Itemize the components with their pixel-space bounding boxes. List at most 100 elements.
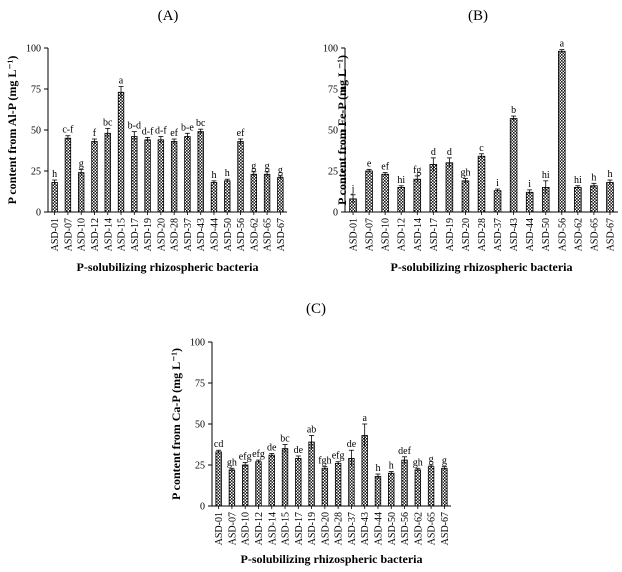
significance-letter: efg	[332, 451, 345, 462]
significance-letter: hi	[542, 170, 550, 181]
x-tick-label: ASD-01	[349, 218, 360, 251]
significance-letter: h	[591, 172, 596, 183]
x-tick-label: ASD-44	[525, 218, 536, 251]
x-tick-label: ASD-14	[413, 218, 424, 251]
chart-panel-c: (C) P content from Ca-P (mg L⁻¹) 0 25 50 75 10…	[169, 301, 451, 566]
x-tick-label: ASD-65	[263, 218, 274, 251]
y-axis-label: P content from Al-P (mg L⁻¹)	[5, 56, 19, 205]
significance-letter: f	[93, 128, 97, 139]
x-tick-label: ASD-20	[156, 218, 167, 251]
y-tick-label: 50	[195, 420, 205, 431]
x-tick-label: ASD-07	[227, 512, 238, 545]
bar	[374, 476, 382, 507]
significance-letter: h	[211, 170, 216, 181]
y-tick-label: 0	[36, 208, 41, 219]
y-tick-label: 0	[333, 208, 338, 219]
significance-letter: gh	[413, 457, 423, 468]
bar	[558, 50, 566, 213]
x-tick-label: ASD-14	[103, 218, 114, 251]
x-tick-label: ASD-19	[445, 218, 456, 251]
bar	[574, 186, 582, 213]
bar	[365, 170, 373, 213]
bar	[308, 441, 315, 507]
x-tick-label: ASD-15	[117, 218, 128, 251]
bar	[277, 177, 284, 213]
bar	[445, 162, 454, 213]
y-tick-label: 75	[31, 85, 41, 96]
panel-label: (A)	[158, 8, 179, 24]
significance-letter: g	[265, 161, 270, 172]
significance-letter: efg	[252, 449, 265, 460]
significance-letter: de	[294, 445, 304, 456]
significance-letter: i	[528, 179, 531, 190]
bar	[268, 454, 275, 507]
significance-letter: c	[479, 143, 484, 154]
panel-label: (C)	[306, 301, 326, 317]
significance-letter: efg	[239, 452, 252, 463]
bar	[237, 141, 244, 213]
bar	[461, 180, 470, 213]
y-tick-label: 100	[323, 44, 338, 55]
bar	[509, 118, 518, 213]
x-tick-label: ASD-01	[214, 512, 225, 545]
x-axis-label: P-solubilizing rhizospheric bacteria	[241, 552, 423, 566]
bar	[64, 137, 72, 213]
significance-letter: h	[52, 169, 57, 180]
significance-letter: def	[398, 446, 411, 457]
x-tick-label: ASD-37	[183, 218, 194, 251]
bar	[441, 467, 448, 507]
y-tick-label: 100	[26, 44, 41, 55]
significance-letter: hi	[574, 175, 582, 186]
significance-letter: d-f	[142, 126, 154, 137]
bar	[590, 185, 598, 213]
significance-letter: h	[607, 169, 612, 180]
bar	[250, 173, 257, 213]
bar	[131, 136, 138, 213]
bar	[210, 182, 218, 213]
bar	[170, 141, 178, 213]
x-tick-label: ASD-17	[429, 218, 440, 251]
significance-letter: de	[267, 443, 277, 454]
x-tick-label: ASD-07	[63, 218, 74, 251]
x-axis-label: P-solubilizing rhizospheric bacteria	[391, 260, 573, 274]
x-tick-label: ASD-50	[541, 218, 552, 251]
bar	[334, 462, 342, 507]
significance-letter: h	[389, 461, 394, 472]
bar	[215, 451, 222, 507]
significance-letter: bc	[103, 117, 113, 128]
significance-letter: bc	[280, 434, 290, 445]
x-tick-label: ASD-37	[493, 218, 504, 251]
bar	[525, 191, 534, 213]
significance-letter: h	[225, 168, 230, 179]
x-tick-label: ASD-37	[347, 512, 358, 545]
bar	[78, 172, 85, 213]
significance-letter: hi	[397, 175, 405, 186]
x-tick-label: ASD-20	[461, 218, 472, 251]
x-tick-label: ASD-62	[413, 512, 424, 545]
x-tick-label: ASD-01	[50, 218, 61, 251]
bar	[242, 464, 249, 507]
x-tick-label: ASD-12	[254, 512, 265, 545]
significance-letter: d	[447, 147, 452, 158]
bar	[413, 178, 422, 213]
y-tick-label: 100	[190, 338, 205, 349]
x-tick-label: ASD-20	[320, 512, 331, 545]
x-tick-label: ASD-56	[400, 512, 411, 545]
significance-letter: cd	[214, 439, 223, 450]
x-tick-label: ASD-56	[236, 218, 247, 251]
x-tick-label: ASD-28	[170, 218, 181, 251]
significance-letter: a	[560, 39, 565, 50]
x-tick-label: ASD-28	[334, 512, 345, 545]
significance-letter: de	[347, 439, 357, 450]
x-tick-label: ASD-65	[589, 218, 600, 251]
x-tick-label: ASD-17	[294, 512, 305, 545]
significance-letter: g	[429, 454, 434, 465]
x-tick-label: ASD-17	[130, 218, 141, 251]
bar	[381, 173, 389, 213]
bar	[144, 139, 151, 213]
significance-letter: a	[119, 76, 124, 87]
significance-letter: bc	[196, 118, 206, 129]
panel-label: (B)	[468, 8, 488, 24]
significance-letter: b-e	[181, 122, 194, 133]
